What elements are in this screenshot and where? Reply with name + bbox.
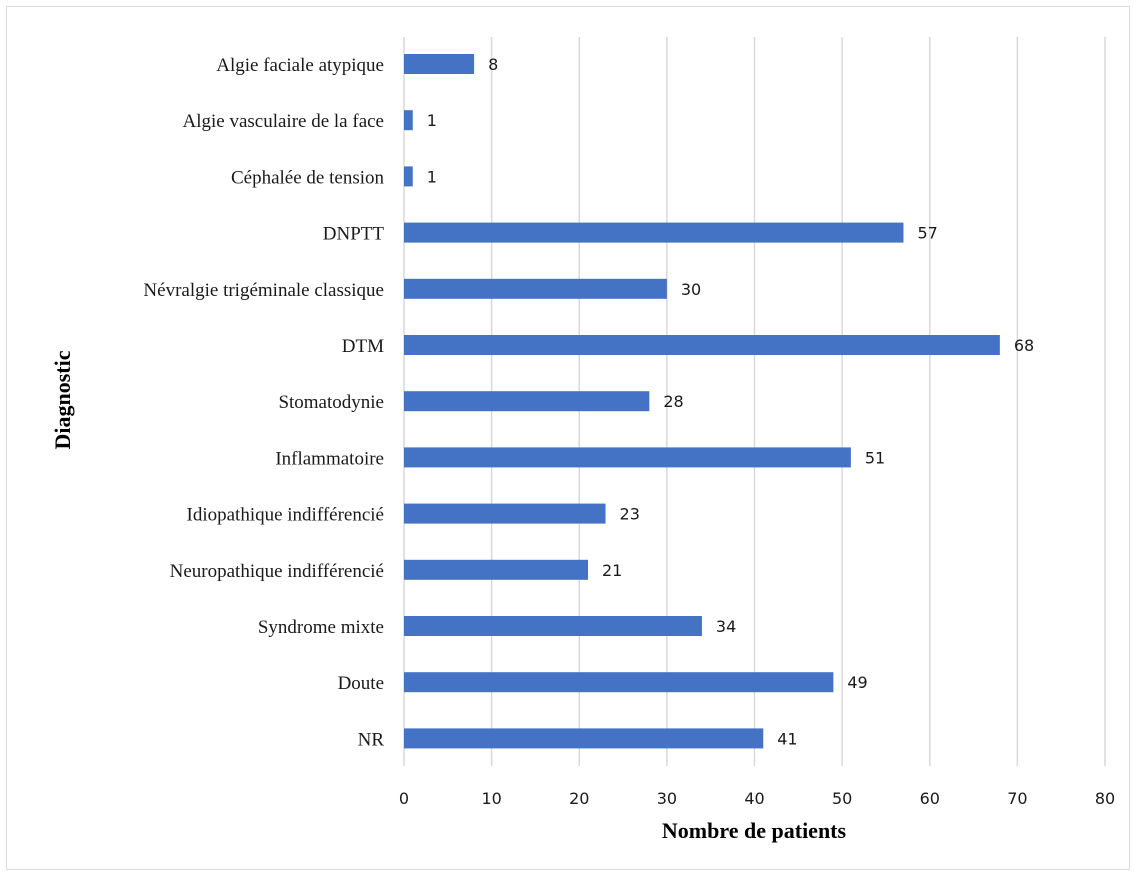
- data-label: 1: [427, 167, 437, 186]
- bar: [404, 54, 475, 74]
- x-tick-label: 30: [657, 789, 677, 808]
- data-label: 30: [681, 280, 701, 299]
- data-label: 41: [777, 729, 797, 748]
- x-tick-label: 20: [569, 789, 589, 808]
- x-tick-label: 60: [920, 789, 940, 808]
- category-label: DNPTT: [323, 224, 385, 245]
- bar: [404, 503, 606, 524]
- data-label: 51: [865, 448, 885, 467]
- x-tick-labels: 0 10 20 30 40 50 60 70 80: [399, 789, 1115, 808]
- data-label: 1: [427, 111, 437, 130]
- chart-frame: [6, 6, 1130, 870]
- data-label: 57: [917, 224, 937, 243]
- category-label: Stomatodynie: [278, 392, 384, 413]
- bar: [404, 335, 1000, 355]
- category-label: NR: [358, 729, 385, 750]
- category-label: Inflammatoire: [275, 448, 384, 469]
- bar: [404, 222, 904, 243]
- category-label: Syndrome mixte: [258, 617, 384, 638]
- bar: [404, 447, 851, 468]
- category-label: DTM: [342, 336, 384, 357]
- gridlines: [403, 37, 1106, 766]
- category-label: Doute: [338, 673, 384, 694]
- data-label: 34: [716, 617, 736, 636]
- x-tick-label: 80: [1095, 789, 1115, 808]
- bar: [404, 616, 702, 636]
- data-label: 8: [488, 55, 498, 74]
- category-label: Idiopathique indifférencié: [187, 505, 385, 526]
- x-axis-title: Nombre de patients: [662, 818, 847, 843]
- y-axis-title: Diagnostic: [50, 350, 75, 449]
- bar: [404, 391, 650, 412]
- data-label: 49: [847, 673, 867, 692]
- bar: [404, 672, 834, 693]
- data-labels: 8 1 1 57 30 68 28 51 23 21 34 49 41: [427, 55, 1034, 748]
- bar: [404, 110, 413, 131]
- x-tick-label: 50: [832, 789, 852, 808]
- category-label: Névralgie trigéminale classique: [143, 280, 384, 301]
- bars: [404, 54, 1000, 749]
- x-tick-label: 10: [481, 789, 501, 808]
- x-tick-label: 0: [399, 789, 409, 808]
- data-label: 28: [663, 392, 683, 411]
- bar: [404, 559, 589, 580]
- bar: [404, 728, 764, 749]
- data-label: 21: [602, 561, 622, 580]
- category-label: Neuropathique indifférencié: [170, 561, 384, 582]
- bar: [404, 278, 667, 299]
- data-label: 68: [1014, 336, 1034, 355]
- category-label: Céphalée de tension: [231, 167, 385, 188]
- bar: [404, 166, 413, 187]
- x-tick-label: 40: [744, 789, 764, 808]
- data-label: 23: [620, 505, 640, 524]
- category-label: Algie vasculaire de la face: [183, 111, 385, 132]
- category-labels: Algie faciale atypique Algie vasculaire d…: [143, 55, 384, 750]
- category-label: Algie faciale atypique: [216, 55, 384, 76]
- x-tick-label: 70: [1007, 789, 1027, 808]
